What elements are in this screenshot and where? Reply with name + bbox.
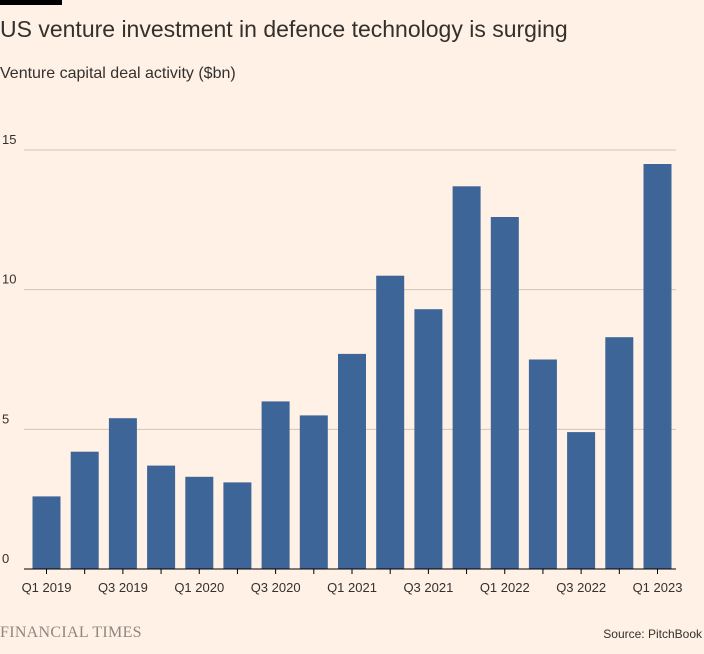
x-tick-label: Q1 2020 <box>174 580 224 595</box>
bar-q2-2019 <box>70 451 99 569</box>
bar-q4-2021 <box>452 186 481 570</box>
source-note: Source: PitchBook <box>603 627 702 641</box>
bar-q2-2020 <box>223 482 252 569</box>
y-tick-label: 10 <box>2 272 16 287</box>
bar-q1-2022 <box>490 217 519 569</box>
bar-q4-2022 <box>605 337 634 569</box>
bar-q3-2022 <box>567 432 596 569</box>
bar-q1-2019 <box>32 496 61 569</box>
bar-q1-2023 <box>643 164 672 569</box>
x-tick-label: Q3 2019 <box>98 580 148 595</box>
bar-q4-2019 <box>147 465 176 569</box>
bar-q2-2022 <box>528 359 557 569</box>
y-tick-label: 5 <box>2 411 9 426</box>
bar-q3-2020 <box>261 401 290 569</box>
ft-logo: FINANCIAL TIMES <box>0 624 142 641</box>
x-tick-label: Q3 2021 <box>403 580 453 595</box>
bar-q2-2021 <box>376 275 405 569</box>
x-tick-label: Q1 2022 <box>480 580 530 595</box>
y-tick-label: 15 <box>2 132 16 147</box>
bar-q3-2021 <box>414 309 443 569</box>
ft-accent-bar <box>0 0 62 5</box>
chart-title: US venture investment in defence technol… <box>0 16 568 42</box>
chart-subtitle: Venture capital deal activity ($bn) <box>0 65 236 82</box>
x-tick-label: Q1 2021 <box>327 580 377 595</box>
x-tick-label: Q1 2019 <box>22 580 72 595</box>
x-tick-label: Q3 2022 <box>556 580 606 595</box>
x-tick-label: Q3 2020 <box>251 580 301 595</box>
bar-q3-2019 <box>108 418 137 569</box>
bar-q4-2020 <box>299 415 328 569</box>
x-tick-label: Q1 2023 <box>633 580 683 595</box>
bar-q1-2020 <box>185 476 214 569</box>
x-ticks: Q1 2019 Q3 2019 Q1 2020 Q3 2020 Q1 2021 Q3 20… <box>22 569 683 595</box>
y-tick-label: 0 <box>2 551 9 566</box>
bars <box>32 164 672 570</box>
bar-q1-2021 <box>338 353 366 569</box>
